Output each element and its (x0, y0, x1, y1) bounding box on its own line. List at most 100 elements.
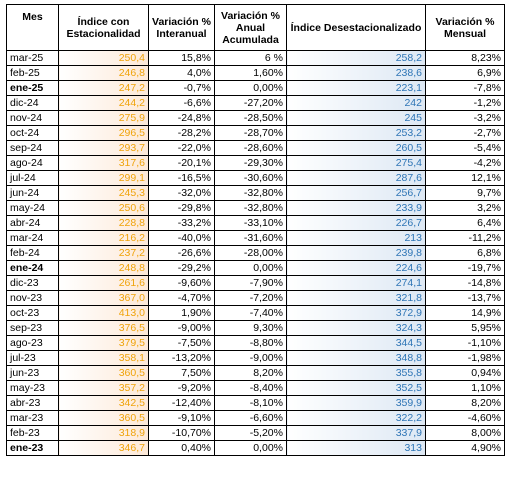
cell-indice-desestacionalizado: 313 (286, 440, 426, 456)
cell-variacion-anual-acumulada: -8,40% (214, 380, 287, 396)
table-row: abr-24 228,8 -33,2% -33,10% 226,7 6,4% (6, 215, 505, 231)
cell-indice-desestacionalizado: 344,5 (286, 335, 426, 351)
cell-variacion-mensual: -2,7% (425, 125, 505, 141)
cell-indice-desestacionalizado: 372,9 (286, 305, 426, 321)
cell-indice-estacionalidad: 367,0 (58, 290, 149, 306)
cell-variacion-mensual: 6,8% (425, 245, 505, 261)
cell-variacion-interanual: -9,10% (148, 410, 215, 426)
cell-variacion-interanual: -20,1% (148, 155, 215, 171)
header-variacion-interanual: Variación % Interanual (148, 4, 215, 51)
cell-variacion-anual-acumulada: -28,50% (214, 110, 287, 126)
cell-variacion-interanual: -12,40% (148, 395, 215, 411)
table-row: feb-24 237,2 -26,6% -28,00% 239,8 6,8% (6, 245, 505, 261)
header-variacion-mensual: Variación % Mensual (425, 4, 505, 51)
cell-indice-desestacionalizado: 239,8 (286, 245, 426, 261)
cell-variacion-mensual: 8,20% (425, 395, 505, 411)
cell-variacion-mensual: 6,4% (425, 215, 505, 231)
cell-indice-desestacionalizado: 224,6 (286, 260, 426, 276)
cell-variacion-anual-acumulada: -28,60% (214, 140, 287, 156)
cell-indice-desestacionalizado: 245 (286, 110, 426, 126)
cell-variacion-anual-acumulada: -28,70% (214, 125, 287, 141)
cell-variacion-anual-acumulada: -7,40% (214, 305, 287, 321)
cell-mes: mar-25 (6, 50, 59, 66)
cell-variacion-mensual: 3,2% (425, 200, 505, 216)
table-row: feb-23 318,9 -10,70% -5,20% 337,9 8,00% (6, 425, 505, 441)
cell-variacion-anual-acumulada: -32,80% (214, 200, 287, 216)
cell-variacion-anual-acumulada: 6 % (214, 50, 287, 66)
cell-variacion-interanual: 1,90% (148, 305, 215, 321)
table-row: sep-23 376,5 -9,00% 9,30% 324,3 5,95% (6, 320, 505, 336)
cell-mes: ago-23 (6, 335, 59, 351)
cell-indice-estacionalidad: 228,8 (58, 215, 149, 231)
cell-variacion-mensual: -1,2% (425, 95, 505, 111)
table-row: dic-23 261,6 -9,60% -7,90% 274,1 -14,8% (6, 275, 505, 291)
cell-variacion-mensual: -7,8% (425, 80, 505, 96)
cell-indice-desestacionalizado: 352,5 (286, 380, 426, 396)
cell-variacion-interanual: -9,00% (148, 320, 215, 336)
table-row: jun-24 245,3 -32,0% -32,80% 256,7 9,7% (6, 185, 505, 201)
cell-variacion-interanual: -10,70% (148, 425, 215, 441)
cell-variacion-anual-acumulada: -28,00% (214, 245, 287, 261)
header-mes: Mes (6, 4, 59, 51)
cell-indice-desestacionalizado: 223,1 (286, 80, 426, 96)
table-header: Mes Índice con Estacionalidad Variación … (6, 4, 505, 51)
table-row: jul-23 358,1 -13,20% -9,00% 348,8 -1,98% (6, 350, 505, 366)
cell-variacion-anual-acumulada: 0,00% (214, 440, 287, 456)
cell-variacion-interanual: -0,7% (148, 80, 215, 96)
cell-indice-estacionalidad: 250,6 (58, 200, 149, 216)
cell-variacion-mensual: 6,9% (425, 65, 505, 81)
cell-mes: oct-23 (6, 305, 59, 321)
cell-mes: ene-25 (6, 80, 59, 96)
cell-mes: nov-24 (6, 110, 59, 126)
table-row: may-23 357,2 -9,20% -8,40% 352,5 1,10% (6, 380, 505, 396)
cell-variacion-interanual: -32,0% (148, 185, 215, 201)
cell-indice-estacionalidad: 360,5 (58, 365, 149, 381)
table-row: feb-25 246,8 4,0% 1,60% 238,6 6,9% (6, 65, 505, 81)
cell-variacion-anual-acumulada: -29,30% (214, 155, 287, 171)
cell-mes: sep-24 (6, 140, 59, 156)
cell-variacion-interanual: 15,8% (148, 50, 215, 66)
cell-variacion-anual-acumulada: -31,60% (214, 230, 287, 246)
cell-variacion-mensual: -14,8% (425, 275, 505, 291)
cell-mes: jun-23 (6, 365, 59, 381)
cell-variacion-mensual: -1,98% (425, 350, 505, 366)
cell-indice-estacionalidad: 346,7 (58, 440, 149, 456)
cell-indice-estacionalidad: 237,2 (58, 245, 149, 261)
cell-indice-estacionalidad: 296,5 (58, 125, 149, 141)
cell-variacion-interanual: -29,2% (148, 260, 215, 276)
cell-variacion-anual-acumulada: 9,30% (214, 320, 287, 336)
cell-variacion-anual-acumulada: 1,60% (214, 65, 287, 81)
cell-indice-desestacionalizado: 256,7 (286, 185, 426, 201)
cell-indice-desestacionalizado: 274,1 (286, 275, 426, 291)
cell-indice-estacionalidad: 246,8 (58, 65, 149, 81)
cell-indice-estacionalidad: 318,9 (58, 425, 149, 441)
cell-indice-desestacionalizado: 238,6 (286, 65, 426, 81)
table-row: dic-24 244,2 -6,6% -27,20% 242 -1,2% (6, 95, 505, 111)
cell-indice-estacionalidad: 275,9 (58, 110, 149, 126)
cell-variacion-interanual: -13,20% (148, 350, 215, 366)
cell-mes: feb-25 (6, 65, 59, 81)
cell-indice-estacionalidad: 342,5 (58, 395, 149, 411)
cell-variacion-interanual: 7,50% (148, 365, 215, 381)
cell-variacion-mensual: 4,90% (425, 440, 505, 456)
cell-variacion-mensual: 8,23% (425, 50, 505, 66)
table-row: nov-24 275,9 -24,8% -28,50% 245 -3,2% (6, 110, 505, 126)
header-row: Mes Índice con Estacionalidad Variación … (6, 4, 505, 51)
header-variacion-anual-acumulada: Variación % Anual Acumulada (214, 4, 287, 51)
cell-variacion-interanual: -26,6% (148, 245, 215, 261)
cell-variacion-mensual: 14,9% (425, 305, 505, 321)
cell-indice-desestacionalizado: 287,6 (286, 170, 426, 186)
cell-mes: may-23 (6, 380, 59, 396)
table-row: ene-25 247,2 -0,7% 0,00% 223,1 -7,8% (6, 80, 505, 96)
cell-indice-desestacionalizado: 242 (286, 95, 426, 111)
cell-variacion-mensual: -1,10% (425, 335, 505, 351)
cell-mes: dic-23 (6, 275, 59, 291)
cell-variacion-anual-acumulada: -7,20% (214, 290, 287, 306)
header-indice-estacionalidad: Índice con Estacionalidad (58, 4, 149, 51)
cell-variacion-anual-acumulada: -27,20% (214, 95, 287, 111)
cell-variacion-anual-acumulada: -8,80% (214, 335, 287, 351)
table-body: mar-25 250,4 15,8% 6 % 258,2 8,23% feb-25 246,8… (6, 50, 505, 456)
cell-variacion-mensual: 1,10% (425, 380, 505, 396)
cell-indice-desestacionalizado: 226,7 (286, 215, 426, 231)
